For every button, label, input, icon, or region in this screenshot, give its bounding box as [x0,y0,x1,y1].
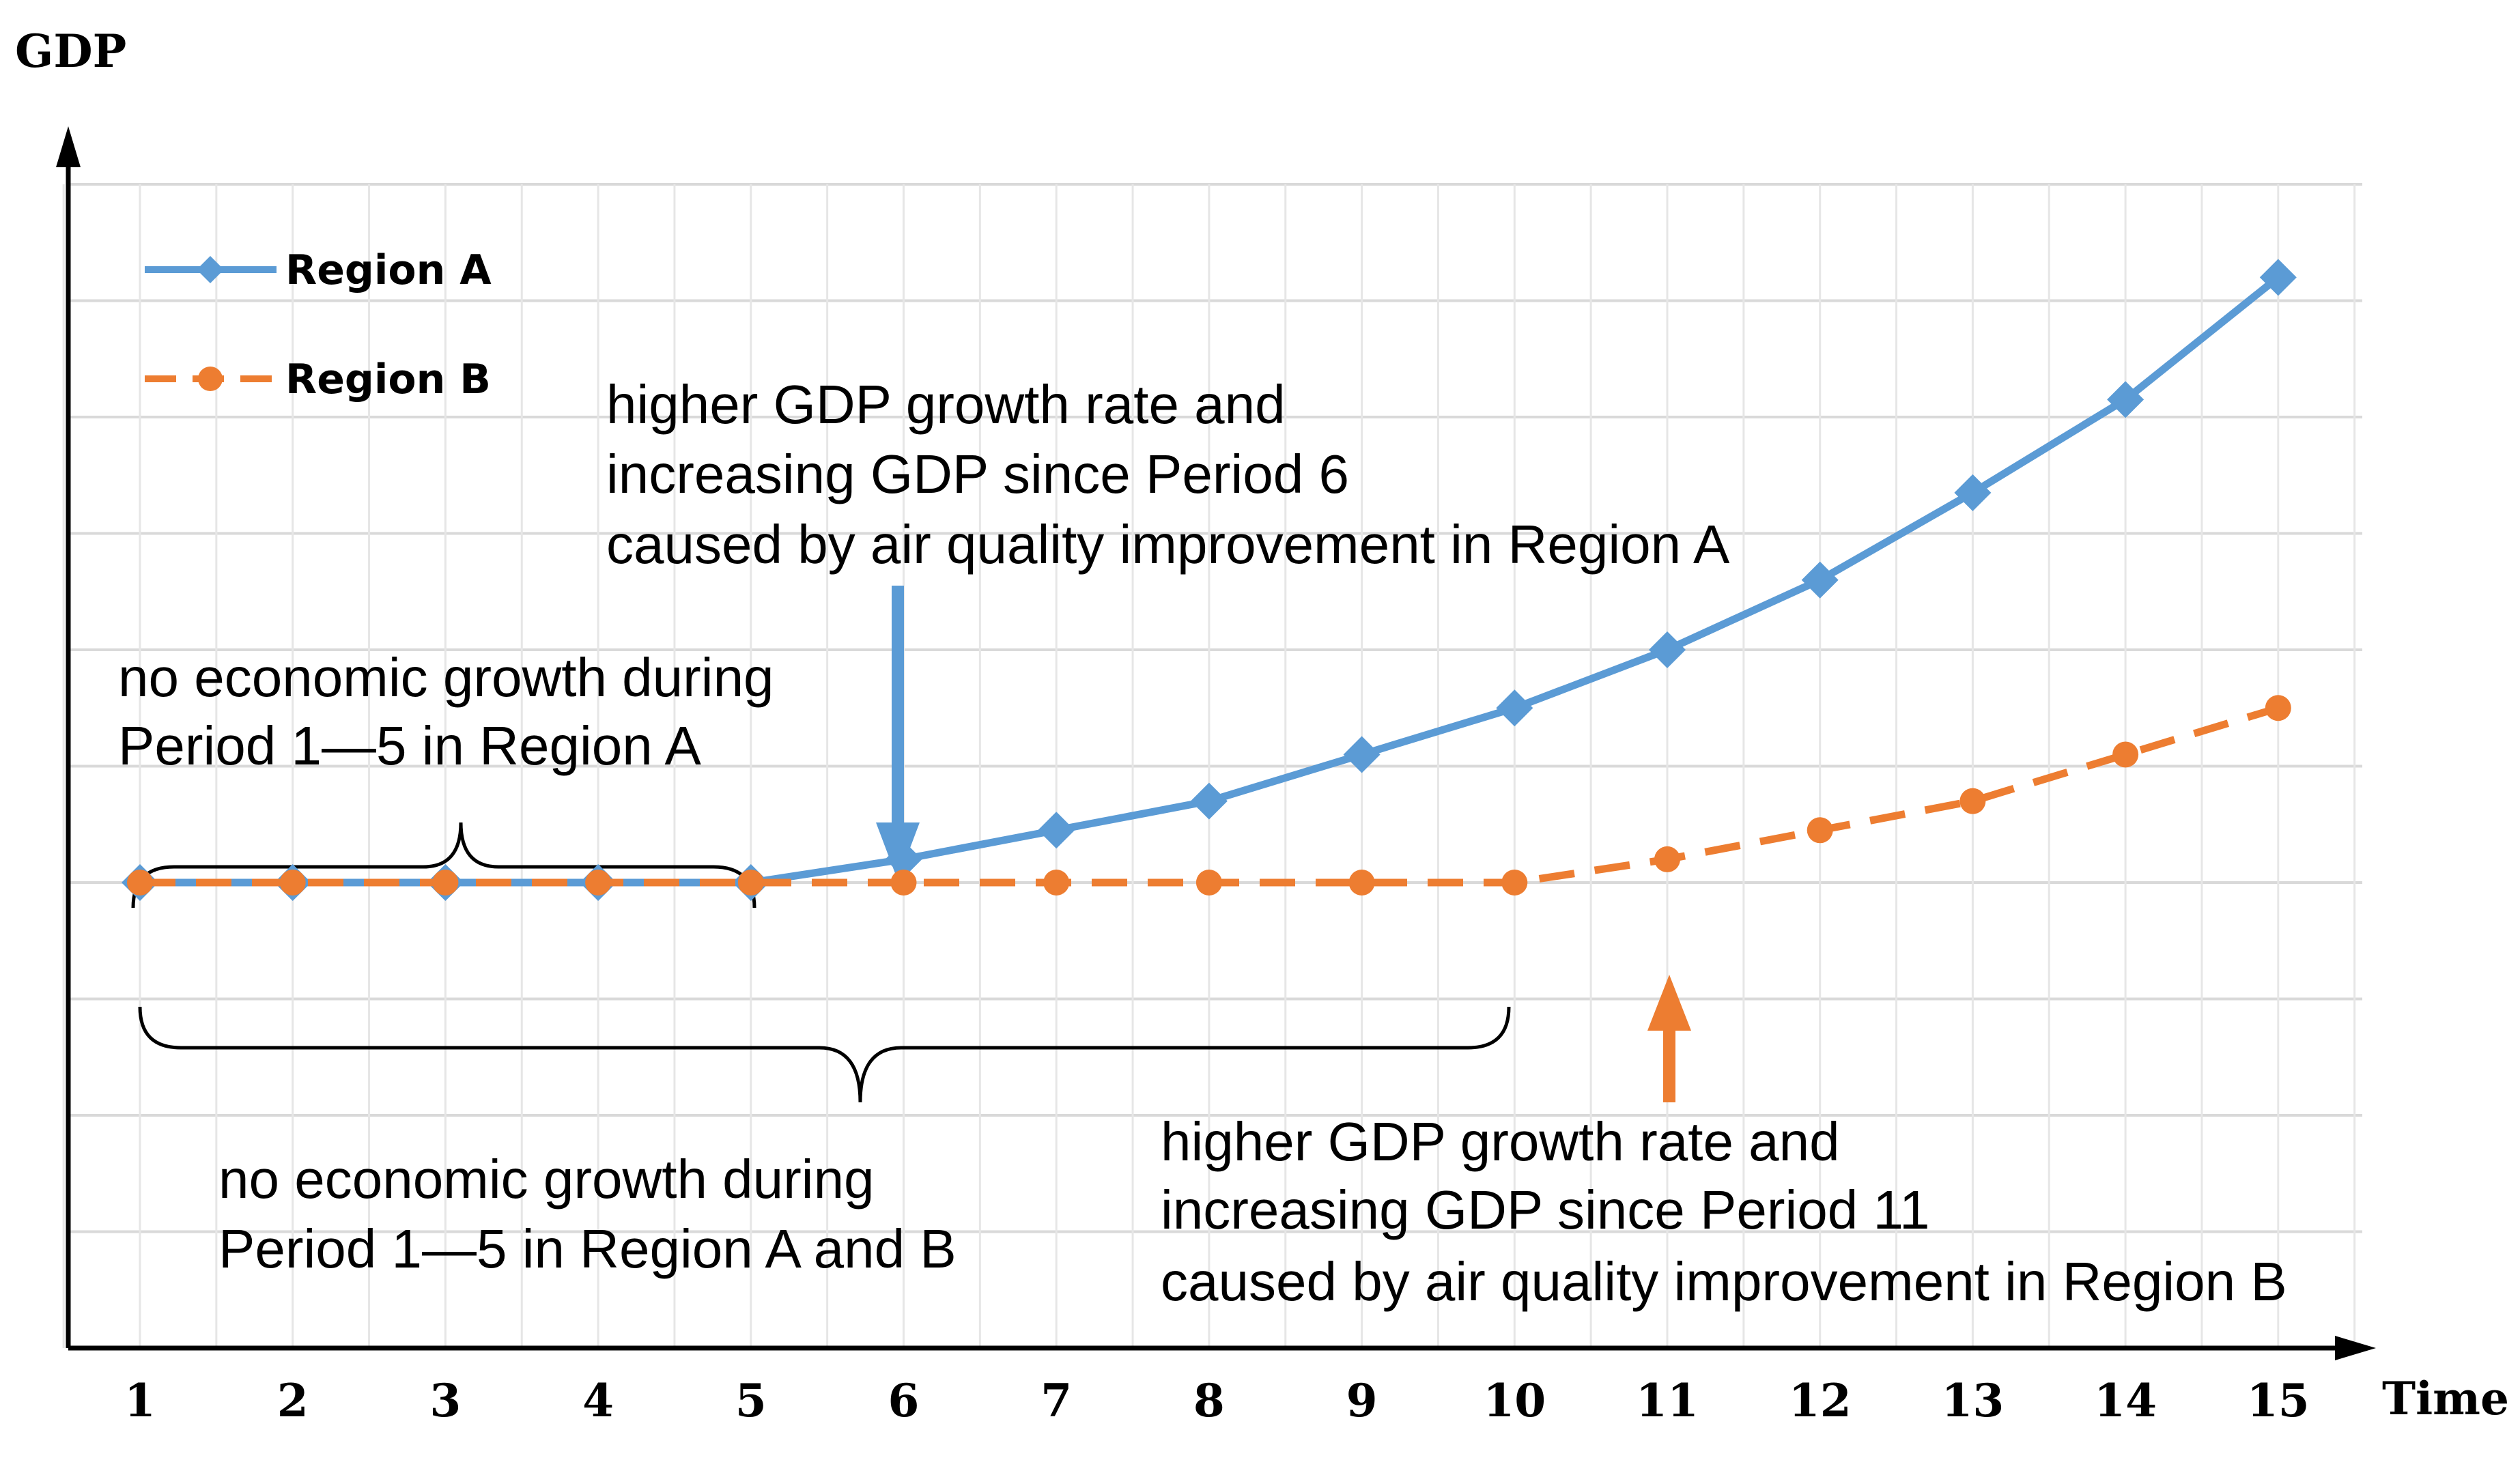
x-tick-label: 8 [1193,1374,1225,1427]
annotation-region-b-growth-line-2: increasing GDP since Period 11 [1161,1179,1930,1240]
data-point [1807,817,1833,844]
data-point [127,870,153,896]
annotation-region-b-growth: higher GDP growth rate and increasing GD… [1161,1111,2287,1312]
data-point [1501,870,1528,896]
data-point [1959,788,1986,814]
annotation-region-a-nogrowth-line-2: Period 1—5 in Region A [118,715,702,776]
data-point [2112,741,2139,768]
data-point [1195,870,1222,896]
x-tick-labels: 1 2 3 4 5 6 7 8 9 10 11 12 13 14 15 [124,1374,2310,1427]
annotation-region-b-growth-line-3: caused by air quality improvement in Reg… [1161,1251,2287,1312]
annotation-region-a-growth-line-3: caused by air quality improvement in Reg… [606,514,1730,575]
x-tick-label: 2 [277,1374,309,1427]
annotation-region-a-nogrowth: no economic growth during Period 1—5 in … [118,647,789,776]
x-tick-label: 11 [1636,1374,1699,1427]
legend-marker-region-b [198,367,223,391]
series-layer [122,259,2297,901]
legend-label-region-a: Region A [285,246,492,294]
y-axis-arrowhead [56,126,81,167]
data-point [737,870,764,896]
annotation-region-a-growth-line-1: higher GDP growth rate and [606,374,1286,435]
legend-marker-region-a [197,256,224,283]
axes [56,126,2376,1360]
x-axis-arrowhead [2335,1336,2376,1360]
annotation-region-b-growth-line-1: higher GDP growth rate and [1161,1111,1840,1172]
x-tick-label: 10 [1483,1374,1546,1427]
data-point [2265,695,2291,721]
data-point [2107,381,2144,418]
x-tick-label: 7 [1040,1374,1072,1427]
annotation-region-a-growth-line-2: increasing GDP since Period 6 [606,444,1349,504]
data-point [1343,736,1381,773]
y-axis-title: GDP [15,25,126,78]
x-tick-label: 14 [2094,1374,2157,1427]
data-point [1649,631,1686,668]
x-tick-label: 1 [124,1374,156,1427]
data-point [2259,259,2297,296]
data-point [1190,782,1228,820]
x-tick-label: 5 [735,1374,767,1427]
x-tick-label: 12 [1789,1374,1852,1427]
annotation-region-a-nogrowth-line-1: no economic growth during [118,647,774,708]
data-point [1038,812,1075,849]
data-point [1496,689,1533,727]
legend-item-region-a: Region A [145,246,492,294]
x-tick-label: 13 [1941,1374,2004,1427]
annotation-region-a-growth: higher GDP growth rate and increasing GD… [606,374,1730,575]
x-tick-label: 4 [582,1374,614,1427]
series-region-b [127,695,2291,896]
x-tick-label: 15 [2247,1374,2310,1427]
x-tick-label: 6 [888,1374,920,1427]
data-point [432,870,459,896]
data-point [1348,870,1375,896]
x-tick-label: 9 [1346,1374,1378,1427]
legend: Region A Region B [145,246,492,403]
brace-region-ab [138,1006,1511,1103]
legend-item-region-b: Region B [145,356,491,403]
annotation-region-ab-nogrowth: no economic growth during Period 1—5 in … [218,1149,957,1279]
data-point [1801,561,1839,599]
legend-label-region-b: Region B [285,356,491,403]
data-point [279,870,306,896]
data-point [1654,846,1680,872]
data-point [885,840,922,878]
brace-region-a [131,822,756,908]
data-point [1043,870,1070,896]
data-point [585,870,612,896]
x-tick-label: 3 [429,1374,461,1427]
x-axis-title: Time [2382,1372,2509,1425]
grid [62,183,2362,1348]
annotation-region-ab-nogrowth-line-1: no economic growth during [218,1149,875,1209]
data-point [1954,474,1992,511]
annotation-region-ab-nogrowth-line-2: Period 1—5 in Region A and B [218,1218,957,1279]
data-point [890,870,917,896]
arrow-region-b-head [1647,975,1691,1031]
